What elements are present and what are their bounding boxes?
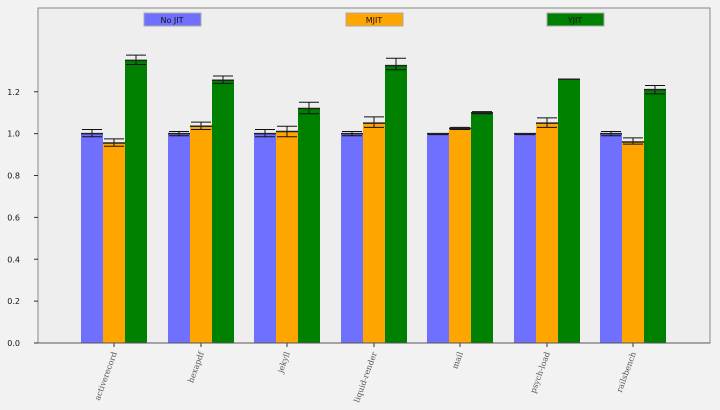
legend-item: No JIT	[143, 12, 202, 27]
bar-yjit-psych-load	[558, 79, 580, 343]
bar-yjit-hexapdf	[212, 80, 234, 343]
bar-no-jit-hexapdf	[168, 133, 190, 343]
error-bar	[276, 125, 298, 138]
error-bar	[363, 116, 385, 128]
x-tick-label: liquid-render	[352, 350, 379, 403]
bar-no-jit-railsbench	[600, 133, 622, 343]
y-tick-label: 1.0	[7, 130, 20, 139]
bar-yjit-railsbench	[644, 89, 666, 343]
bar-mjit-mail	[449, 128, 471, 343]
x-tick-label: activerecord	[93, 351, 119, 402]
error-bar	[514, 132, 536, 136]
bar-yjit-activerecord	[125, 60, 147, 343]
x-tick-label: mail	[450, 350, 465, 370]
error-bar	[168, 131, 190, 137]
error-bar	[536, 117, 558, 128]
bar-no-jit-activerecord	[81, 133, 103, 343]
error-bar	[644, 84, 666, 95]
x-tick-label: railsbench	[615, 351, 638, 394]
x-tick-label: psych-load	[529, 351, 552, 395]
bar-no-jit-mail	[427, 133, 449, 343]
y-tick-label: 0.4	[7, 255, 20, 264]
error-bar	[81, 128, 103, 138]
error-bar	[103, 138, 125, 147]
svg-text:No JIT: No JIT	[160, 16, 183, 25]
svg-text:MJIT: MJIT	[366, 16, 383, 25]
y-tick-label: 0.2	[7, 297, 20, 306]
y-tick-label: 1.2	[7, 88, 20, 97]
svg-text:YJIT: YJIT	[567, 16, 583, 25]
legend-item: YJIT	[546, 12, 605, 27]
x-tick-label: jekyll	[276, 350, 292, 375]
y-tick-label: 0.8	[7, 172, 20, 181]
bar-yjit-liquid-render	[385, 65, 407, 343]
error-bar	[254, 128, 276, 138]
bar-mjit-psych-load	[536, 123, 558, 343]
error-bar	[298, 101, 320, 115]
bar-mjit-jekyll	[276, 131, 298, 343]
bar-yjit-jekyll	[298, 108, 320, 343]
error-bar	[427, 132, 449, 136]
legend-item: MJIT	[345, 12, 404, 27]
error-bar	[190, 121, 212, 130]
bar-yjit-mail	[471, 112, 493, 343]
error-bar	[212, 75, 234, 84]
bar-mjit-activerecord	[103, 143, 125, 343]
x-tick-label: hexapdf	[186, 350, 206, 384]
bar-no-jit-psych-load	[514, 133, 536, 343]
bar-mjit-hexapdf	[190, 126, 212, 343]
error-bar	[125, 54, 147, 66]
bar-no-jit-jekyll	[254, 133, 276, 343]
error-bar	[471, 111, 493, 115]
error-bar	[600, 131, 622, 137]
y-tick-label: 0.0	[7, 339, 20, 348]
error-bar	[449, 126, 471, 130]
bar-no-jit-liquid-render	[341, 133, 363, 343]
bar-mjit-railsbench	[622, 142, 644, 343]
error-bar	[341, 131, 363, 137]
error-bar	[622, 137, 644, 145]
bar-mjit-liquid-render	[363, 123, 385, 343]
error-bar	[385, 57, 407, 71]
y-tick-label: 0.6	[7, 213, 20, 222]
